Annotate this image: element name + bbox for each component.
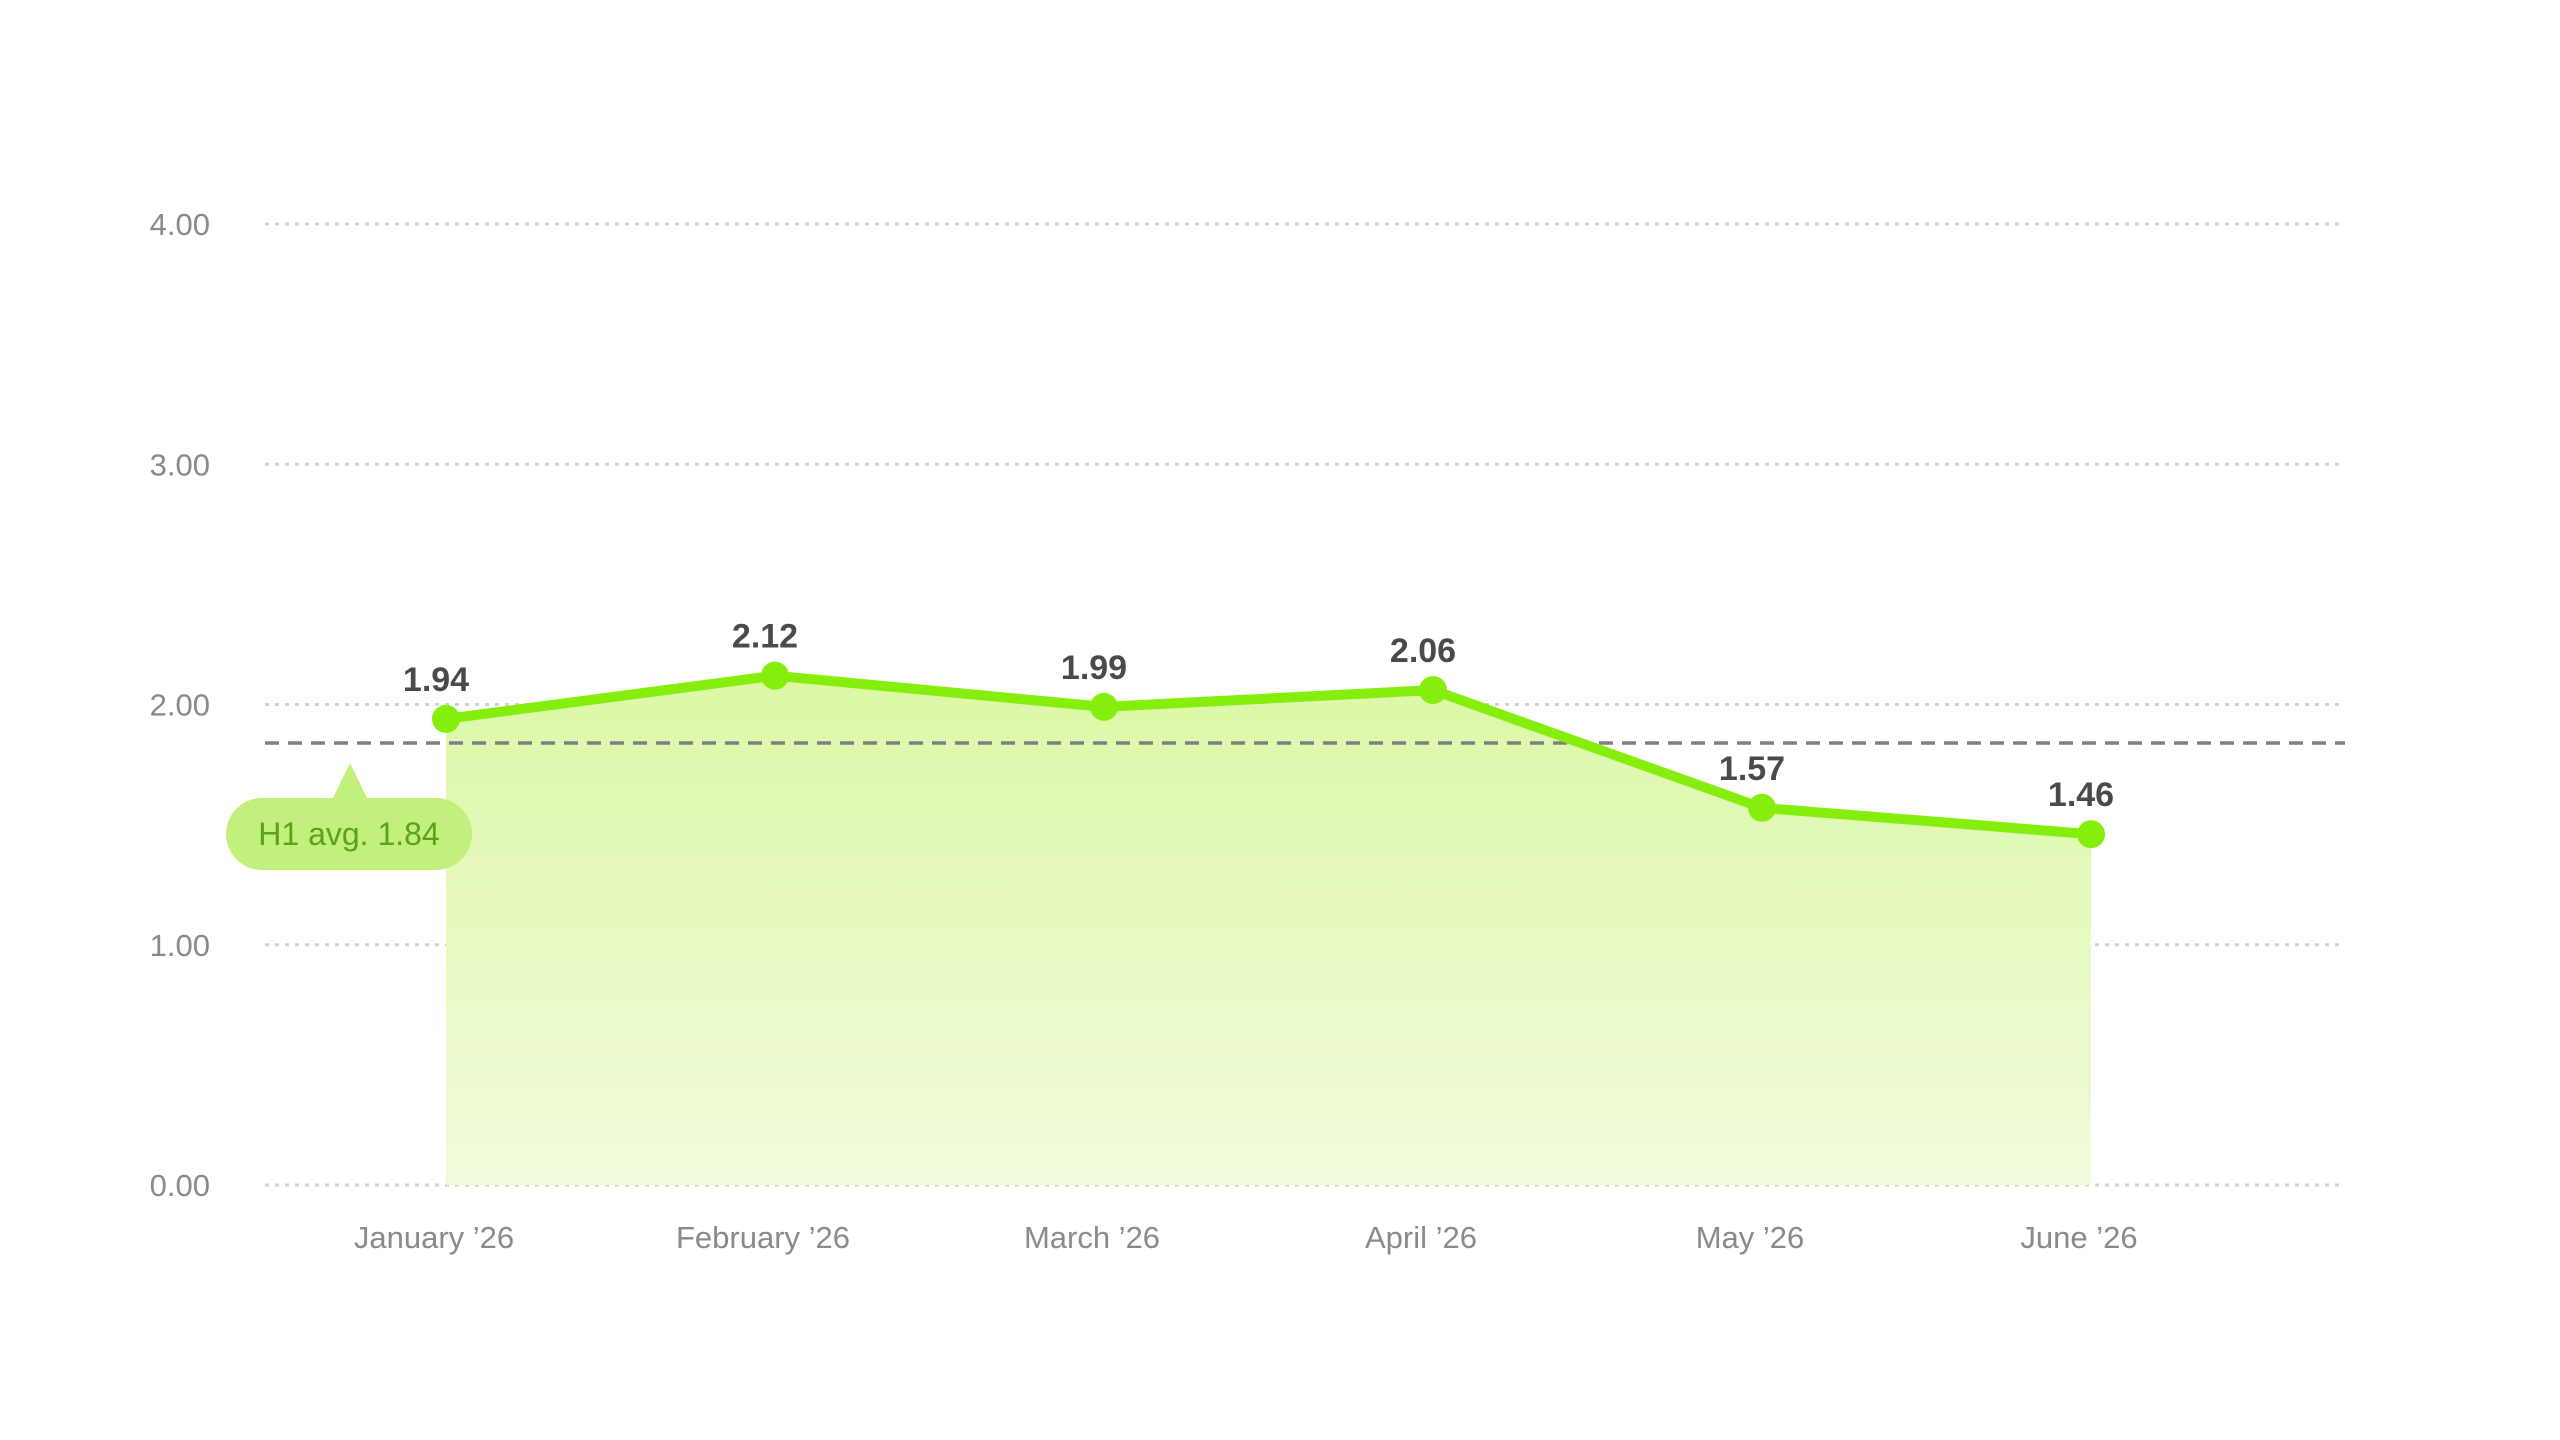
y-tick-label: 3.00: [150, 447, 210, 482]
x-tick-label: January ’26: [354, 1220, 514, 1255]
data-label: 1.94: [403, 661, 469, 699]
data-points: [432, 661, 2105, 849]
x-tick-label: May ’26: [1696, 1220, 1805, 1255]
x-tick-label: April ’26: [1365, 1220, 1477, 1255]
data-point: [2077, 820, 2105, 849]
series-line: [441, 670, 2096, 840]
reference-badge-group: H1 avg. 1.84: [226, 763, 472, 870]
y-tick-label: 2.00: [150, 688, 210, 723]
data-point: [761, 661, 789, 690]
x-tick-label: June ’26: [2020, 1220, 2137, 1255]
series-line-group: [441, 670, 2096, 840]
y-axis: 0.00 1.00 2.00 3.00 4.00: [150, 207, 210, 1203]
data-labels: 1.94 2.12 1.99 2.06 1.57 1.46: [403, 618, 2114, 815]
area-fill-group: [446, 675, 2091, 1185]
data-point: [1090, 692, 1118, 721]
reference-badge: [226, 798, 472, 870]
data-point: [1419, 676, 1447, 705]
x-tick-label: February ’26: [676, 1220, 850, 1255]
data-label: 1.46: [2048, 776, 2114, 814]
data-label: 2.06: [1390, 632, 1456, 670]
y-tick-label: 4.00: [150, 207, 210, 242]
data-label: 2.12: [732, 618, 798, 656]
x-tick-label: March ’26: [1024, 1220, 1160, 1255]
data-label: 1.99: [1061, 649, 1127, 687]
data-point: [432, 704, 460, 733]
data-label: 1.57: [1719, 750, 1785, 788]
reference-badge-label: H1 avg. 1.84: [258, 816, 439, 852]
reference-badge-pointer: [333, 763, 367, 798]
data-point: [1748, 793, 1776, 822]
y-tick-label: 0.00: [150, 1168, 210, 1203]
y-tick-label: 1.00: [150, 928, 210, 963]
area-fill: [446, 675, 2091, 1185]
x-axis: January ’26 February ’26 March ’26 April ’2…: [354, 1220, 2138, 1255]
